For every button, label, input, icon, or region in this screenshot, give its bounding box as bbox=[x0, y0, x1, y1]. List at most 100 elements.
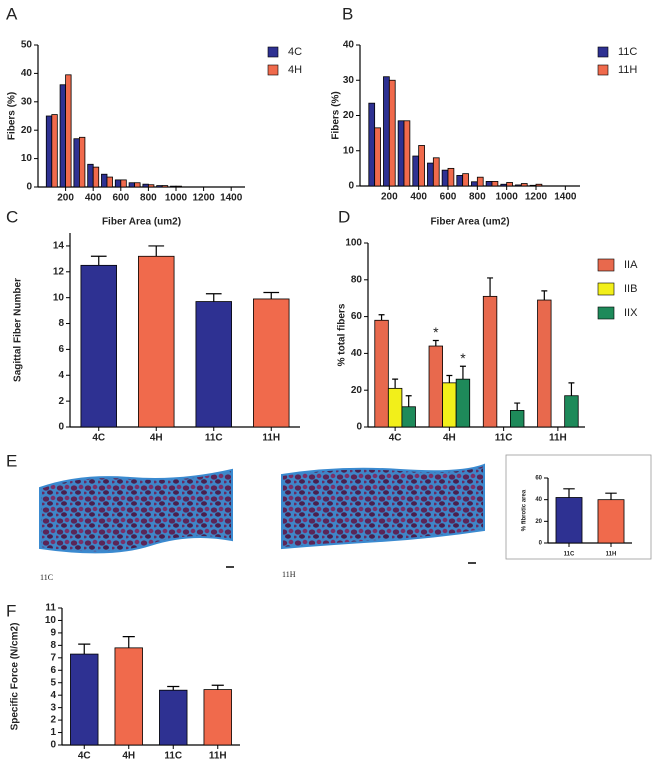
x-tick-label: 4H bbox=[122, 751, 135, 762]
bar bbox=[535, 183, 543, 187]
bar bbox=[156, 185, 163, 188]
legend-label: 11H bbox=[618, 64, 637, 76]
bar bbox=[147, 184, 155, 188]
y-tick-label: 30 bbox=[343, 75, 355, 86]
error-bar bbox=[568, 382, 575, 396]
bar bbox=[59, 84, 67, 188]
y-tick-label: 0 bbox=[356, 422, 362, 433]
error-bar bbox=[446, 374, 453, 383]
error-bar bbox=[459, 365, 466, 380]
bar bbox=[500, 183, 508, 187]
bar bbox=[441, 169, 449, 187]
y-tick-label: 4 bbox=[50, 690, 56, 701]
x-tick-label: 200 bbox=[381, 192, 398, 203]
panel-letter: E bbox=[6, 451, 17, 470]
x-tick-label: 11H bbox=[262, 433, 280, 444]
bar bbox=[114, 647, 143, 746]
bar bbox=[79, 136, 86, 188]
bar bbox=[455, 378, 471, 428]
bar bbox=[142, 183, 149, 188]
x-tick-label: 11C bbox=[205, 433, 223, 444]
x-tick-label: 800 bbox=[140, 193, 157, 204]
legend-label: IIA bbox=[624, 259, 638, 271]
error-bar bbox=[167, 685, 180, 691]
bar bbox=[447, 167, 455, 187]
error-bar bbox=[605, 492, 617, 500]
x-tick-label: 11C bbox=[564, 552, 575, 558]
micrograph-11c: 11C bbox=[39, 468, 234, 582]
x-tick-label: 4C bbox=[92, 433, 105, 444]
x-tick-label: 1400 bbox=[554, 192, 577, 203]
bar bbox=[491, 181, 499, 187]
bar bbox=[195, 301, 232, 428]
panel-letter: B bbox=[342, 4, 353, 23]
error-bar bbox=[432, 339, 439, 347]
bar bbox=[529, 184, 537, 187]
x-tick-label: 11H bbox=[549, 433, 567, 444]
bar bbox=[120, 179, 127, 188]
bar bbox=[114, 179, 122, 188]
bar bbox=[106, 176, 113, 188]
bar bbox=[412, 155, 420, 187]
bar bbox=[520, 183, 528, 187]
bar bbox=[45, 115, 53, 188]
bar bbox=[471, 181, 478, 187]
bar bbox=[374, 319, 389, 428]
y-tick-label: 6 bbox=[58, 344, 64, 355]
y-axis-label: % fibrotic area bbox=[522, 489, 528, 531]
bar bbox=[70, 653, 99, 746]
bar bbox=[170, 185, 177, 188]
y-tick-label: 6 bbox=[50, 665, 56, 676]
panel-letter: A bbox=[6, 4, 18, 23]
error-bar bbox=[122, 636, 135, 648]
y-tick-label: 0 bbox=[58, 422, 64, 433]
bar bbox=[403, 120, 411, 187]
legend-label: 11C bbox=[618, 46, 637, 58]
bar bbox=[515, 184, 522, 187]
error-bar bbox=[563, 488, 575, 498]
bar bbox=[161, 185, 169, 188]
annotation: * bbox=[460, 350, 466, 366]
y-tick-label: 20 bbox=[21, 125, 33, 136]
bar bbox=[418, 145, 425, 187]
error-bar bbox=[90, 255, 107, 266]
y-tick-label: 2 bbox=[58, 396, 64, 407]
error-bar bbox=[514, 402, 521, 411]
y-tick-label: 50 bbox=[21, 40, 33, 51]
x-tick-label: 4H bbox=[150, 433, 163, 444]
legend-swatch bbox=[597, 306, 615, 320]
y-tick-label: 20 bbox=[535, 519, 542, 525]
bar bbox=[128, 182, 136, 188]
x-tick-label: 400 bbox=[410, 192, 427, 203]
micrograph-11h: 11H bbox=[281, 463, 485, 579]
bar bbox=[80, 264, 117, 428]
error-bar bbox=[487, 277, 494, 297]
y-tick-label: 5 bbox=[50, 677, 56, 688]
bar bbox=[134, 182, 141, 188]
legend-swatch bbox=[267, 46, 279, 58]
bar bbox=[383, 76, 390, 187]
bar bbox=[159, 689, 188, 746]
error-bar bbox=[148, 245, 165, 257]
legend-swatch bbox=[267, 64, 279, 76]
bar bbox=[203, 689, 232, 746]
x-tick-label: 400 bbox=[85, 193, 102, 204]
panel-letter: D bbox=[338, 207, 350, 226]
bar bbox=[462, 173, 469, 187]
bar bbox=[432, 157, 440, 187]
x-tick-label: 4C bbox=[78, 751, 91, 762]
y-tick-label: 10 bbox=[53, 292, 65, 303]
y-tick-label: 8 bbox=[58, 318, 64, 329]
bar bbox=[482, 295, 498, 428]
y-tick-label: 40 bbox=[535, 497, 542, 503]
inset-frame bbox=[505, 454, 652, 560]
image-caption: 11H bbox=[282, 570, 296, 579]
y-axis-label: Fibers (%) bbox=[7, 92, 18, 140]
bar bbox=[374, 127, 381, 187]
bar bbox=[485, 181, 493, 187]
legend-label: 4H bbox=[288, 64, 302, 76]
y-tick-label: 60 bbox=[351, 311, 363, 322]
error-bar bbox=[405, 395, 412, 407]
y-tick-label: 3 bbox=[50, 702, 56, 713]
y-tick-label: 10 bbox=[21, 153, 33, 164]
